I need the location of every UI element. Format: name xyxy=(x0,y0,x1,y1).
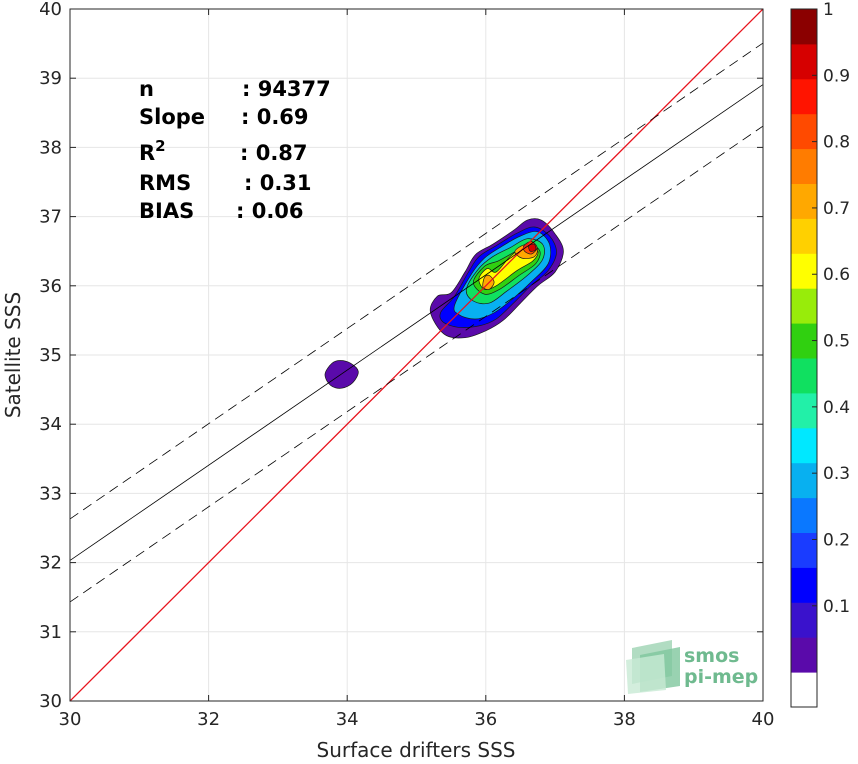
colorbar-tick-label-4: 0.5 xyxy=(823,332,850,352)
x-tick-label-0: 30 xyxy=(59,709,82,730)
x-tick-label-1: 32 xyxy=(197,709,220,730)
stat-value-2: : 0.87 xyxy=(240,141,308,165)
y-tick-label-10: 40 xyxy=(39,0,62,20)
colorbar-segment-7 xyxy=(791,427,817,464)
colorbar-segment-18 xyxy=(791,43,817,80)
colorbar-segment-0 xyxy=(791,672,817,708)
stat-label-3: RMS xyxy=(139,171,191,195)
logo-text-pi-mep: pi-mep xyxy=(684,666,758,688)
stat-value-4: : 0.06 xyxy=(236,199,304,223)
colorbar-tick-label-5: 0.6 xyxy=(823,265,850,285)
fit-line xyxy=(70,84,763,561)
y-tick-label-7: 37 xyxy=(39,207,62,228)
colorbar-segment-1 xyxy=(791,637,817,673)
x-tick-label-5: 40 xyxy=(752,709,775,730)
smos-pi-mep-logo: smos pi-mep xyxy=(626,640,758,694)
colorbar-segment-17 xyxy=(791,78,817,115)
colorbar-segment-4 xyxy=(791,532,817,568)
colorbar-tick-label-9: 1 xyxy=(823,0,834,20)
colorbar-tick-label-3: 0.4 xyxy=(823,398,850,418)
y-tick-label-1: 31 xyxy=(39,622,62,643)
colorbar-segment-3 xyxy=(791,567,817,603)
colorbar-segment-11 xyxy=(791,288,817,324)
colorbar-segment-15 xyxy=(791,148,817,184)
x-tick-label-3: 36 xyxy=(474,709,497,730)
identity-line xyxy=(70,9,763,701)
colorbar-tick-label-6: 0.7 xyxy=(823,199,850,219)
y-axis-label: Satellite SSS xyxy=(1,292,25,418)
y-tick-label-3: 33 xyxy=(39,483,62,504)
colorbar-segment-8 xyxy=(791,392,817,429)
y-tick-label-9: 39 xyxy=(39,68,62,89)
y-tick-label-6: 36 xyxy=(39,276,62,297)
colorbar: 0.1 0.2 0.3 0.4 0.5 0.6 0.7 0.8 0.9 1 xyxy=(790,0,850,708)
x-axis-ticks: 30 32 34 36 38 40 xyxy=(59,9,775,730)
colorbar-frame xyxy=(790,8,818,708)
regression-lines xyxy=(70,9,763,701)
stat-value-3: : 0.31 xyxy=(244,171,312,195)
x-tick-label-2: 34 xyxy=(336,709,359,730)
colorbar-segment-12 xyxy=(791,253,817,289)
logo-text-smos: smos xyxy=(684,645,739,667)
stat-label-1: Slope xyxy=(139,105,205,129)
y-tick-label-2: 32 xyxy=(39,553,62,574)
colorbar-segment-13 xyxy=(791,218,817,254)
x-tick-label-4: 38 xyxy=(613,709,636,730)
fit-band-line-1 xyxy=(70,125,763,603)
colorbar-segment-16 xyxy=(791,113,817,150)
grid-lines xyxy=(70,9,763,701)
colorbar-segment-2 xyxy=(791,602,817,638)
colorbar-tick-label-1: 0.2 xyxy=(823,530,850,550)
y-tick-label-8: 38 xyxy=(39,137,62,158)
colorbar-tick-label-2: 0.3 xyxy=(823,464,850,484)
logo-wave-icon-3 xyxy=(626,654,666,694)
density-contour-10 xyxy=(528,243,537,252)
y-tick-label-5: 35 xyxy=(39,345,62,366)
density-contour-0 xyxy=(324,360,359,389)
stat-label-0: n xyxy=(139,77,154,101)
y-axis-ticks: 30 31 32 33 34 35 36 37 38 39 40 xyxy=(39,0,763,712)
fit-band-line-0 xyxy=(70,42,763,520)
y-tick-label-4: 34 xyxy=(39,414,62,435)
colorbar-segment-9 xyxy=(791,358,817,394)
colorbar-tick-label-0: 0.1 xyxy=(823,597,850,617)
stat-label-4: BIAS xyxy=(139,199,194,223)
colorbar-tick-label-8: 0.9 xyxy=(823,66,850,86)
stat-value-0: : 94377 xyxy=(242,77,331,101)
colorbar-segment-19 xyxy=(791,9,817,45)
stat-value-1: : 0.69 xyxy=(241,105,309,129)
x-axis-label: Surface drifters SSS xyxy=(317,738,516,762)
colorbar-tick-label-7: 0.8 xyxy=(823,133,850,153)
colorbar-segment-5 xyxy=(791,497,817,533)
colorbar-segment-14 xyxy=(791,183,817,219)
colorbar-segment-6 xyxy=(791,462,817,499)
y-tick-label-0: 30 xyxy=(39,691,62,712)
